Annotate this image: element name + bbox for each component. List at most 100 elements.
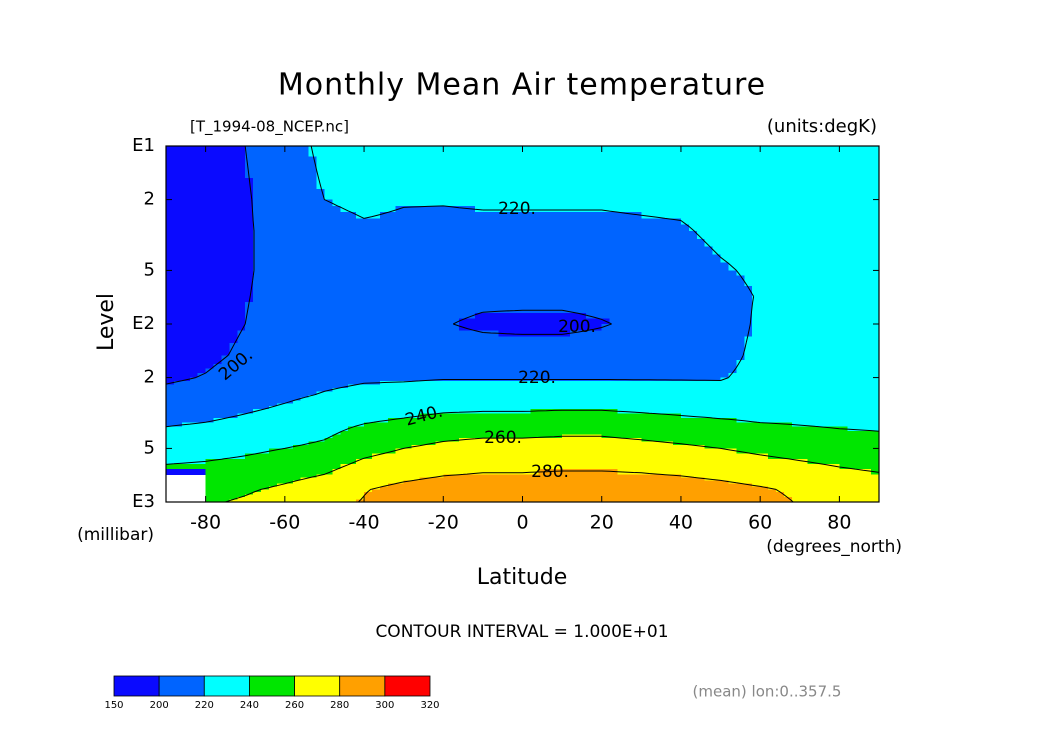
contour-cell: [253, 434, 262, 439]
contour-cell: [617, 349, 627, 356]
contour-cell: [181, 364, 191, 370]
contour-cell: [570, 373, 579, 379]
contour-cell: [253, 377, 262, 382]
contour-cell: [823, 318, 833, 325]
contour-cell: [847, 254, 856, 264]
contour-cell: [641, 381, 650, 386]
contour-cell: [736, 224, 745, 232]
contour-cell: [474, 224, 484, 232]
contour-cell: [847, 224, 856, 232]
contour-cell: [276, 230, 286, 240]
contour-cell: [506, 373, 516, 379]
contour-cell: [166, 230, 175, 240]
contour-cell: [451, 448, 460, 455]
contour-cell: [831, 212, 840, 219]
contour-cell: [395, 146, 405, 158]
contour-cell: [292, 368, 302, 374]
contour-cell: [601, 368, 611, 374]
contour-cell: [546, 291, 555, 298]
contour-cell: [276, 188, 286, 201]
contour-cell: [482, 426, 492, 432]
contour-cell: [522, 146, 532, 158]
contour-cell: [173, 262, 183, 272]
contour-cell: [839, 238, 848, 248]
contour-cell: [467, 400, 476, 404]
contour-cell: [712, 254, 722, 264]
contour-cell: [308, 403, 318, 407]
contour-cell: [459, 318, 468, 325]
contour-cell: [498, 205, 508, 213]
contour-cell: [324, 336, 333, 344]
contour-cell: [356, 431, 365, 436]
contour-cell: [546, 444, 555, 450]
contour-cell: [173, 384, 183, 389]
contour-cell: [173, 377, 183, 382]
contour-cell: [736, 205, 745, 213]
contour-cell: [728, 406, 737, 410]
contour-cell: [688, 199, 698, 207]
contour-cell: [617, 444, 627, 450]
contour-cell: [768, 286, 777, 292]
contour-cell: [237, 349, 246, 356]
contour-cell: [633, 280, 642, 287]
contour-cell: [411, 364, 421, 370]
contour-cell: [268, 355, 278, 361]
contour-cell: [823, 312, 833, 320]
contour-cell: [340, 324, 349, 331]
contour-cell: [284, 434, 294, 439]
contour-cell: [847, 230, 856, 240]
contour-cell: [253, 254, 262, 264]
contour-cell: [245, 218, 254, 226]
contour-cell: [498, 262, 508, 272]
contour-cell: [736, 280, 745, 287]
contour-cell: [554, 417, 563, 423]
contour-cell: [593, 307, 603, 314]
contour-cell: [348, 212, 357, 219]
contour-cell: [839, 400, 848, 404]
contour-cell: [760, 205, 769, 213]
contour-cell: [546, 230, 555, 240]
contour-cell: [189, 373, 199, 379]
contour-cell: [237, 408, 246, 414]
contour-cell: [229, 434, 238, 439]
contour-cell: [783, 286, 793, 292]
contour-cell: [673, 417, 682, 423]
contour-cell: [268, 403, 278, 407]
contour-cell: [451, 254, 460, 264]
contour-cell: [871, 199, 880, 207]
contour-cell: [855, 330, 864, 338]
contour-cell: [776, 312, 785, 320]
contour-cell: [490, 246, 500, 256]
contour-cell: [348, 188, 357, 201]
contour-cell: [791, 275, 801, 282]
contour-cell: [855, 422, 864, 428]
contour-cell: [356, 349, 365, 356]
contour-cell: [348, 381, 357, 386]
contour-cell: [482, 224, 492, 232]
contour-cell: [744, 349, 753, 356]
contour-cell: [625, 301, 635, 309]
contour-cell: [292, 262, 302, 272]
contour-cell: [720, 391, 730, 396]
contour-cell: [577, 280, 587, 287]
contour-cell: [768, 391, 777, 396]
contour-cell: [657, 312, 666, 320]
contour-cell: [847, 330, 856, 338]
contour-cell: [546, 167, 555, 179]
contour-cell: [807, 205, 817, 213]
contour-cell: [768, 408, 777, 414]
contour-cell: [324, 434, 333, 439]
contour-cell: [467, 178, 476, 190]
contour-cell: [807, 301, 817, 309]
contour-cell: [649, 318, 658, 325]
contour-cell: [839, 178, 848, 190]
contour-cell: [847, 212, 856, 219]
contour-cell: [728, 188, 737, 201]
contour-cell: [371, 368, 381, 374]
contour-cell: [443, 218, 452, 226]
contour-cell: [356, 384, 365, 389]
contour-cell: [229, 205, 238, 213]
contour-cell: [601, 238, 611, 248]
contour-cell: [371, 291, 381, 298]
contour-cell: [308, 254, 318, 264]
